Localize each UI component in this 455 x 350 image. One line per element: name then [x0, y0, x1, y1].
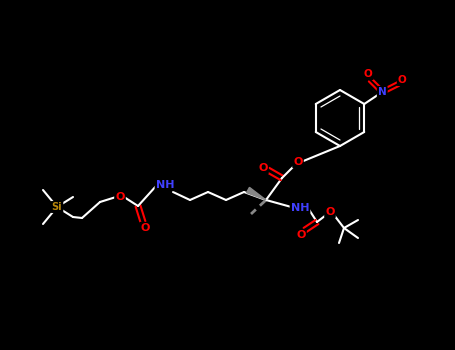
- Text: O: O: [293, 157, 303, 167]
- Text: NH: NH: [156, 180, 174, 190]
- Text: N: N: [378, 87, 387, 97]
- Text: O: O: [364, 69, 373, 79]
- Text: O: O: [398, 75, 407, 85]
- Text: NH: NH: [291, 203, 309, 213]
- Text: O: O: [325, 207, 335, 217]
- Polygon shape: [247, 187, 266, 200]
- Text: O: O: [258, 163, 268, 173]
- Text: O: O: [296, 230, 306, 240]
- Text: O: O: [115, 192, 125, 202]
- Text: O: O: [140, 223, 150, 233]
- Text: Si: Si: [52, 202, 62, 212]
